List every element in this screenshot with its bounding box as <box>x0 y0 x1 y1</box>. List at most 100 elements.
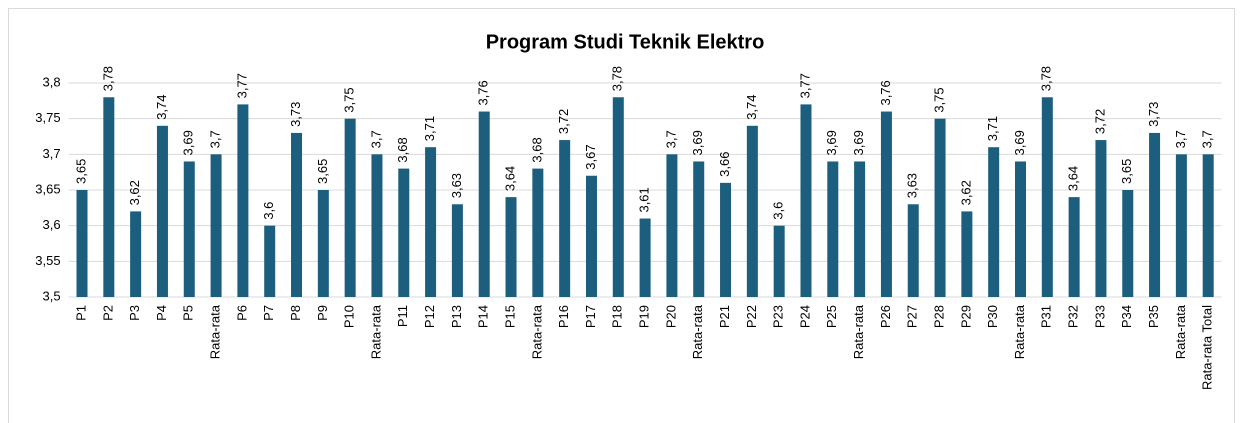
bar <box>880 111 892 298</box>
value-label: 3,63 <box>905 173 920 198</box>
bar <box>398 168 410 297</box>
x-tick-label: P12 <box>422 305 437 328</box>
x-tick-label: P15 <box>502 305 517 328</box>
value-label: 3,78 <box>610 66 625 91</box>
x-tick-label: Rata-rata <box>208 304 223 359</box>
value-label: 3,7 <box>1200 130 1215 148</box>
value-label: 3,62 <box>958 180 973 205</box>
bar <box>344 118 356 298</box>
value-label: 3,74 <box>744 94 759 119</box>
x-tick-label: P11 <box>395 305 410 327</box>
value-label: 3,69 <box>1012 130 1027 155</box>
bar <box>1122 190 1134 297</box>
value-label: 3,67 <box>583 144 598 169</box>
x-tick-label: P30 <box>985 305 1000 328</box>
x-tick-label: P9 <box>315 305 330 321</box>
bar <box>1068 197 1080 297</box>
bar <box>800 104 812 298</box>
bar <box>156 125 168 297</box>
value-label: 3,7 <box>368 130 383 148</box>
x-tick-label: P18 <box>610 305 625 328</box>
value-label: 3,75 <box>342 87 357 112</box>
bar <box>317 190 329 297</box>
x-tick-label: P7 <box>261 305 276 321</box>
value-label: 3,68 <box>395 137 410 162</box>
bar <box>773 225 785 297</box>
value-label: 3,77 <box>797 73 812 98</box>
bar <box>666 154 678 297</box>
x-tick-label: P33 <box>1092 305 1107 328</box>
x-tick-label: P20 <box>663 305 678 328</box>
chart-title: Program Studi Teknik Elektro <box>486 31 765 53</box>
x-tick-label: P19 <box>637 305 652 328</box>
x-tick-label: P10 <box>342 305 357 328</box>
bar <box>1041 97 1053 298</box>
x-tick-label: P16 <box>556 305 571 328</box>
x-tick-label: P32 <box>1066 305 1081 328</box>
value-label: 3,76 <box>878 80 893 105</box>
value-label: 3,73 <box>1146 102 1161 127</box>
x-tick-label: P23 <box>771 305 786 328</box>
x-tick-label: P25 <box>824 305 839 328</box>
value-label: 3,62 <box>127 180 142 205</box>
y-tick-label: 3,65 <box>35 181 60 196</box>
bar <box>854 161 866 297</box>
x-tick-label: P3 <box>127 305 142 321</box>
bar <box>961 211 973 297</box>
x-tick-label: P27 <box>905 305 920 328</box>
x-tick-label: P1 <box>73 305 88 321</box>
value-label: 3,61 <box>637 187 652 212</box>
bar <box>907 204 919 297</box>
bar <box>1095 140 1107 297</box>
bar <box>559 140 571 297</box>
x-tick-label: P28 <box>931 305 946 328</box>
x-tick-label: Rata-rata Total <box>1200 305 1215 390</box>
bar <box>1175 154 1187 297</box>
x-tick-label: P35 <box>1146 305 1161 328</box>
x-tick-label: P26 <box>878 305 893 328</box>
value-label: 3,77 <box>234 73 249 98</box>
x-tick-label: P14 <box>476 305 491 328</box>
value-label: 3,73 <box>288 102 303 127</box>
bar <box>693 161 705 297</box>
value-label: 3,64 <box>1066 166 1081 191</box>
y-tick-label: 3,6 <box>43 217 61 232</box>
value-label: 3,72 <box>556 109 571 134</box>
bar <box>183 161 195 297</box>
value-label: 3,69 <box>824 130 839 155</box>
bar <box>827 161 839 297</box>
x-tick-label: P2 <box>100 305 115 321</box>
value-label: 3,78 <box>1039 66 1054 91</box>
value-label: 3,71 <box>422 116 437 141</box>
x-tick-label: P21 <box>717 305 732 328</box>
y-tick-label: 3,55 <box>35 253 60 268</box>
bar <box>478 111 490 298</box>
x-tick-label: P5 <box>181 305 196 321</box>
bar <box>639 218 651 297</box>
bar <box>1149 132 1161 297</box>
x-tick-label: P29 <box>958 305 973 328</box>
x-tick-label: Rata-rata <box>690 304 705 359</box>
x-tick-label: P22 <box>744 305 759 328</box>
bar <box>237 104 249 298</box>
x-tick-label: P4 <box>154 305 169 321</box>
value-label: 3,74 <box>154 94 169 119</box>
x-tick-label: P6 <box>234 305 249 321</box>
bar <box>612 97 624 298</box>
bar <box>425 147 437 297</box>
bar <box>210 154 222 297</box>
x-tick-label: Rata-rata <box>851 304 866 359</box>
bar <box>746 125 758 297</box>
x-tick-label: P34 <box>1119 305 1134 328</box>
bar <box>130 211 142 297</box>
value-label: 3,65 <box>315 159 330 184</box>
value-label: 3,7 <box>1173 130 1188 148</box>
value-label: 3,7 <box>663 130 678 148</box>
x-tick-label: Rata-rata <box>368 304 383 359</box>
value-label: 3,69 <box>690 130 705 155</box>
bar <box>76 190 88 297</box>
value-label: 3,78 <box>100 66 115 91</box>
value-label: 3,65 <box>73 159 88 184</box>
value-label: 3,69 <box>181 130 196 155</box>
